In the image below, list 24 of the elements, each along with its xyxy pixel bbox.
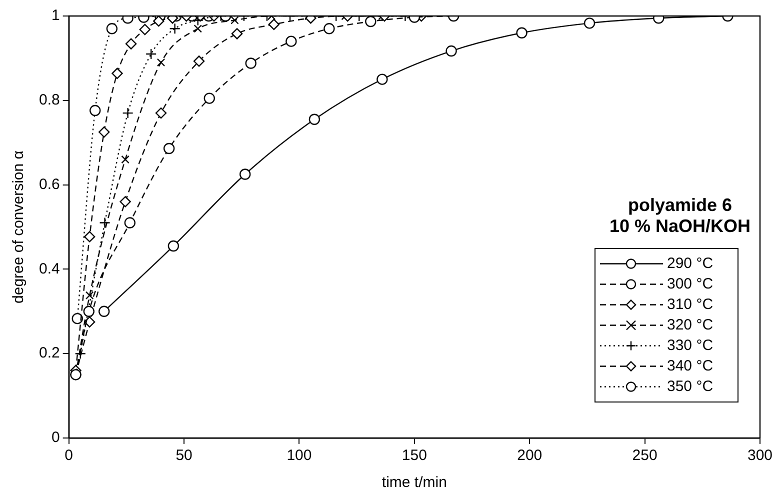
x-axis-title: time t/min xyxy=(382,474,447,492)
x-tick-label: 200 xyxy=(517,447,542,464)
legend-label: 290 °C xyxy=(667,254,714,272)
legend-label: 330 °C xyxy=(667,336,714,354)
legend-label: 320 °C xyxy=(667,316,714,334)
annotation: polyamide 6 xyxy=(628,194,732,215)
x-tick-label: 300 xyxy=(747,447,773,464)
y-tick-label: 1 xyxy=(52,7,60,24)
y-tick-label: 0.8 xyxy=(38,92,60,109)
legend-label: 300 °C xyxy=(667,275,714,292)
annotation: 10 % NaOH/KOH xyxy=(609,216,751,236)
legend-label: 340 °C xyxy=(667,357,714,374)
x-tick-label: 0 xyxy=(64,447,74,464)
x-tick-label: 250 xyxy=(632,447,658,464)
x-tick-label: 50 xyxy=(176,447,192,464)
legend-label: 350 °C xyxy=(667,378,714,395)
y-tick-label: 0.2 xyxy=(38,344,60,362)
x-tick-label: 150 xyxy=(402,447,427,464)
y-axis-title: degree of conversion α xyxy=(10,150,28,304)
legend-label: 310 °C xyxy=(667,296,714,313)
y-tick-label: 0.6 xyxy=(38,176,60,193)
x-tick-label: 100 xyxy=(286,447,312,464)
y-tick-label: 0 xyxy=(52,429,60,446)
y-tick-label: 0.4 xyxy=(38,260,60,278)
